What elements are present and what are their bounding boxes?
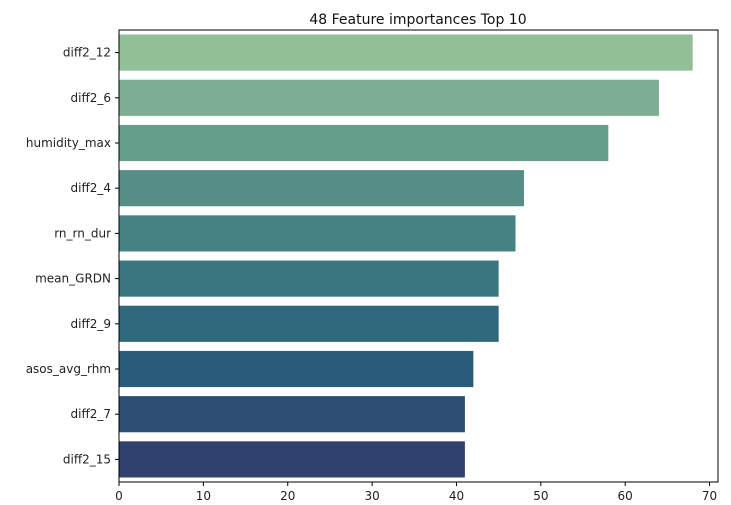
bar-diff2_4 <box>119 170 524 207</box>
y-tick-label: mean_GRDN <box>35 272 111 286</box>
y-tick-label: diff2_6 <box>71 91 112 105</box>
y-tick-label: diff2_9 <box>71 317 112 331</box>
y-tick-label: rn_rn_dur <box>54 226 111 240</box>
bars-layer <box>119 34 693 478</box>
bar-rn_rn_dur <box>119 215 516 252</box>
bar-humidity_max <box>119 124 609 162</box>
x-tick-label: 50 <box>533 489 548 503</box>
bar-diff2_7 <box>119 396 465 433</box>
x-axis-ticks: 0 10 20 30 40 50 60 70 <box>115 482 717 503</box>
x-tick-label: 40 <box>449 489 464 503</box>
bar-asos_avg_rhm <box>119 350 474 388</box>
y-axis-ticks: diff2_12 diff2_6 humidity_max diff2_4 rn_rn_… <box>26 46 119 466</box>
chart-title: 48 Feature importances Top 10 <box>309 12 526 28</box>
x-tick-label: 60 <box>618 489 633 503</box>
x-tick-label: 20 <box>280 489 295 503</box>
y-tick-label: asos_avg_rhm <box>26 362 111 376</box>
y-tick-label: diff2_4 <box>71 181 112 195</box>
bar-diff2_6 <box>119 79 659 116</box>
bar-diff2_15 <box>119 441 465 478</box>
bar-diff2_9 <box>119 305 499 342</box>
x-tick-label: 70 <box>702 489 717 503</box>
y-tick-label: diff2_12 <box>63 46 111 60</box>
x-tick-label: 10 <box>196 489 211 503</box>
bar-mean_GRDN <box>119 260 499 297</box>
bar-diff2_12 <box>119 34 693 71</box>
x-tick-label: 0 <box>115 489 123 503</box>
y-tick-label: diff2_15 <box>63 452 111 466</box>
y-tick-label: diff2_7 <box>71 407 112 421</box>
x-tick-label: 30 <box>364 489 379 503</box>
plot-frame <box>118 29 719 483</box>
y-tick-label: humidity_max <box>26 136 111 150</box>
